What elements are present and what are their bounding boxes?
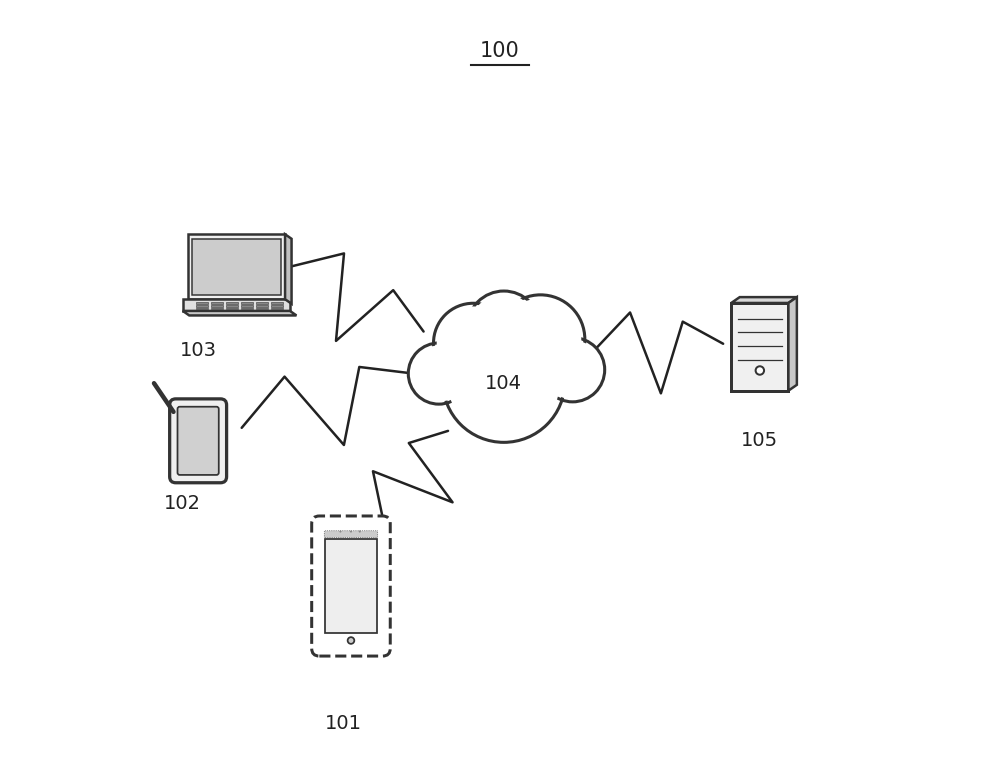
FancyBboxPatch shape <box>177 407 219 475</box>
Polygon shape <box>226 302 238 304</box>
Polygon shape <box>241 308 253 310</box>
Circle shape <box>359 531 361 532</box>
Polygon shape <box>211 304 223 307</box>
Polygon shape <box>196 304 208 307</box>
Circle shape <box>443 320 565 443</box>
Polygon shape <box>325 538 377 634</box>
Polygon shape <box>183 299 290 311</box>
Circle shape <box>467 291 541 364</box>
FancyBboxPatch shape <box>312 516 390 656</box>
Polygon shape <box>211 302 223 304</box>
Polygon shape <box>241 302 253 304</box>
FancyBboxPatch shape <box>324 531 378 538</box>
Circle shape <box>348 637 354 644</box>
Polygon shape <box>285 234 292 304</box>
Polygon shape <box>271 308 283 310</box>
Text: 102: 102 <box>164 494 201 513</box>
Polygon shape <box>788 297 797 390</box>
Polygon shape <box>256 302 268 304</box>
Polygon shape <box>183 311 296 315</box>
Circle shape <box>543 341 602 400</box>
Circle shape <box>434 303 513 383</box>
Polygon shape <box>731 303 788 390</box>
Text: 103: 103 <box>180 341 217 360</box>
Text: 101: 101 <box>325 713 362 732</box>
Circle shape <box>448 325 560 437</box>
Text: 100: 100 <box>480 41 520 61</box>
Polygon shape <box>256 308 268 310</box>
Circle shape <box>411 345 467 402</box>
Text: 104: 104 <box>485 374 522 393</box>
Circle shape <box>541 337 605 402</box>
Circle shape <box>350 531 352 532</box>
Polygon shape <box>188 234 285 299</box>
Circle shape <box>496 295 585 384</box>
Polygon shape <box>271 302 283 304</box>
Circle shape <box>756 367 764 375</box>
Polygon shape <box>192 239 281 295</box>
FancyBboxPatch shape <box>170 399 227 482</box>
Polygon shape <box>211 308 223 310</box>
Circle shape <box>470 294 538 361</box>
Circle shape <box>339 531 341 532</box>
Polygon shape <box>226 308 238 310</box>
Circle shape <box>408 343 469 404</box>
Polygon shape <box>196 302 208 304</box>
Circle shape <box>500 298 581 380</box>
Polygon shape <box>196 308 208 310</box>
Polygon shape <box>256 304 268 307</box>
Circle shape <box>437 307 510 380</box>
Text: 105: 105 <box>741 431 778 450</box>
Polygon shape <box>731 297 797 303</box>
Polygon shape <box>241 304 253 307</box>
Polygon shape <box>226 304 238 307</box>
Polygon shape <box>271 304 283 307</box>
